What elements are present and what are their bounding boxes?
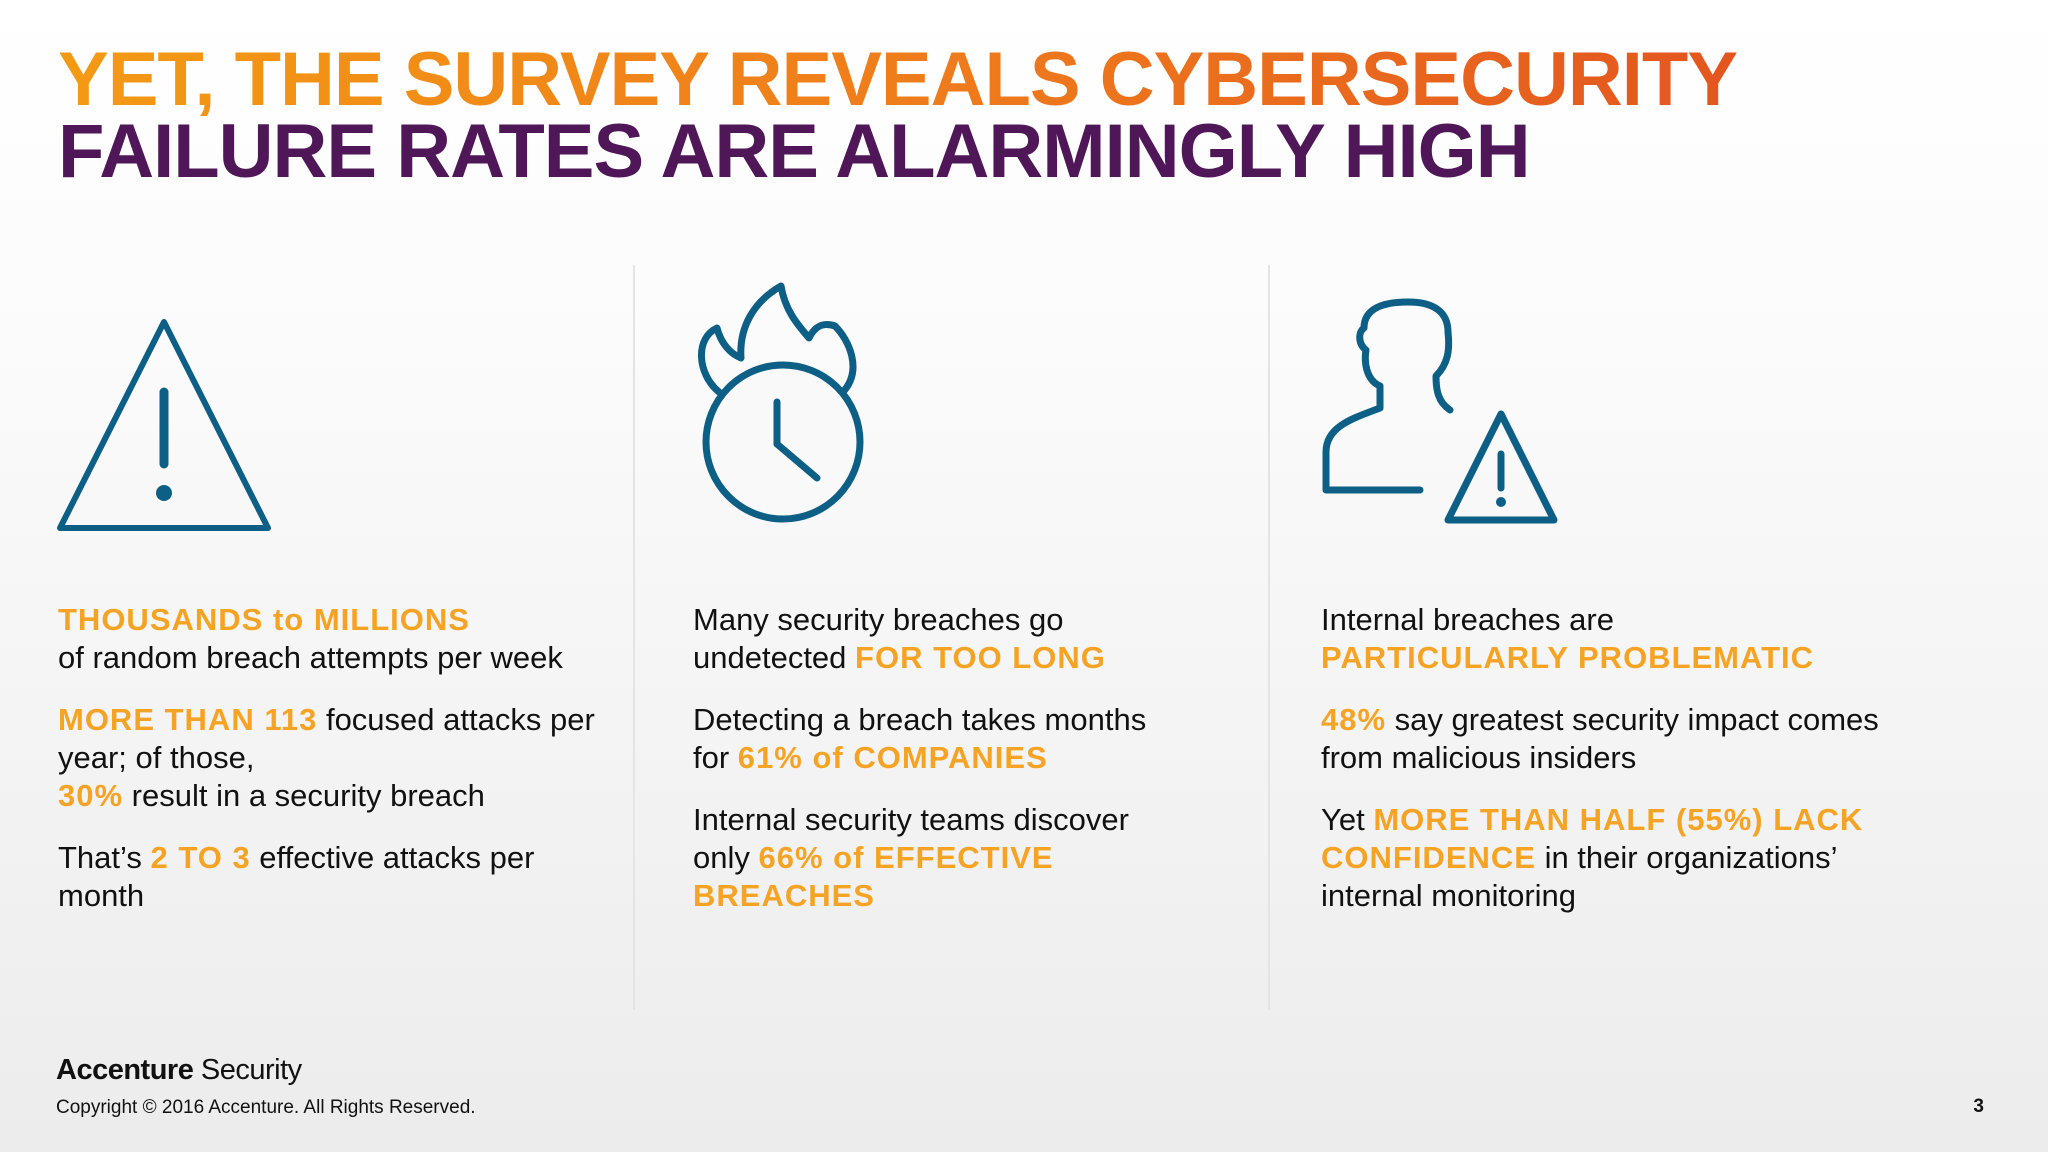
column-divider-1: [633, 265, 635, 1010]
body-text: Internal security teams discover only: [693, 802, 1129, 875]
stat-item: That’s 2 TO 3 effective attacks per mont…: [58, 839, 618, 915]
body-text: That’s: [58, 840, 151, 875]
body-text: of random breach attempts per week: [58, 640, 563, 675]
highlight-text: 61% of COMPANIES: [737, 740, 1048, 775]
highlight-text: FOR TOO LONG: [855, 640, 1106, 675]
highlight-text: 30%: [58, 778, 124, 813]
highlight-text: 48%: [1321, 702, 1387, 737]
body-text: Detecting a breach takes months for: [693, 702, 1147, 775]
brand-logo: Accenture Security: [56, 1054, 302, 1087]
burning-clock-icon: [698, 282, 864, 523]
brand-suffix: Security: [193, 1054, 302, 1086]
highlight-text: 66% of EFFECTIVE BREACHES: [693, 840, 1054, 913]
stat-item: Internal security teams discover only 66…: [693, 801, 1173, 915]
brand-name: Accenture: [56, 1054, 194, 1086]
body-text: Internal breaches are: [1321, 602, 1614, 637]
page-title: YET, THE SURVEY REVEALS CYBERSECURITY FA…: [58, 37, 1738, 194]
body-text: Many security breaches go undetected: [693, 602, 1064, 675]
warning-triangle-icon: [57, 319, 271, 531]
stat-item: Many security breaches go undetected FOR…: [693, 601, 1173, 677]
stat-item: Internal breaches are PARTICULARLY PROBL…: [1321, 601, 1941, 677]
column-1: THOUSANDS to MILLIONS of random breach a…: [58, 601, 618, 939]
body-text: result in a security breach: [123, 778, 485, 813]
title-line-2: FAILURE RATES ARE ALARMINGLY HIGH: [58, 109, 1531, 194]
stat-item: Yet MORE THAN HALF (55%) LACK CONFIDENCE…: [1321, 801, 1941, 915]
column-3: Internal breaches are PARTICULARLY PROBL…: [1321, 601, 1941, 939]
body-text: in their organizations’ internal monitor…: [1321, 840, 1837, 913]
body-text: focused attacks per year; of those,: [58, 702, 595, 775]
highlight-text: MORE THAN HALF (55%) LACK CONFIDENCE: [1321, 802, 1864, 875]
highlight-text: THOUSANDS to MILLIONS: [58, 602, 470, 637]
page-number: 3: [1973, 1096, 1984, 1117]
highlight-text: MORE THAN 113: [58, 702, 318, 737]
highlight-text: 2 TO 3: [150, 840, 251, 875]
highlight-text: PARTICULARLY PROBLEMATIC: [1321, 640, 1815, 675]
column-divider-2: [1268, 265, 1270, 1010]
column-2: Many security breaches go undetected FOR…: [693, 601, 1173, 939]
title-line-1: YET, THE SURVEY REVEALS CYBERSECURITY: [58, 37, 1738, 122]
copyright-notice: Copyright © 2016 Accenture. All Rights R…: [56, 1097, 476, 1118]
body-text: effective attacks per month: [58, 840, 535, 913]
stat-item: 48% say greatest security impact comes f…: [1321, 701, 1941, 777]
stat-item: Detecting a breach takes months for 61% …: [693, 701, 1173, 777]
insider-threat-icon: [1322, 298, 1558, 524]
body-text: Yet: [1321, 802, 1374, 837]
stat-item: THOUSANDS to MILLIONS of random breach a…: [58, 601, 618, 677]
body-text: say greatest security impact comes from …: [1321, 702, 1879, 775]
stat-item: MORE THAN 113 focused attacks per year; …: [58, 701, 618, 815]
